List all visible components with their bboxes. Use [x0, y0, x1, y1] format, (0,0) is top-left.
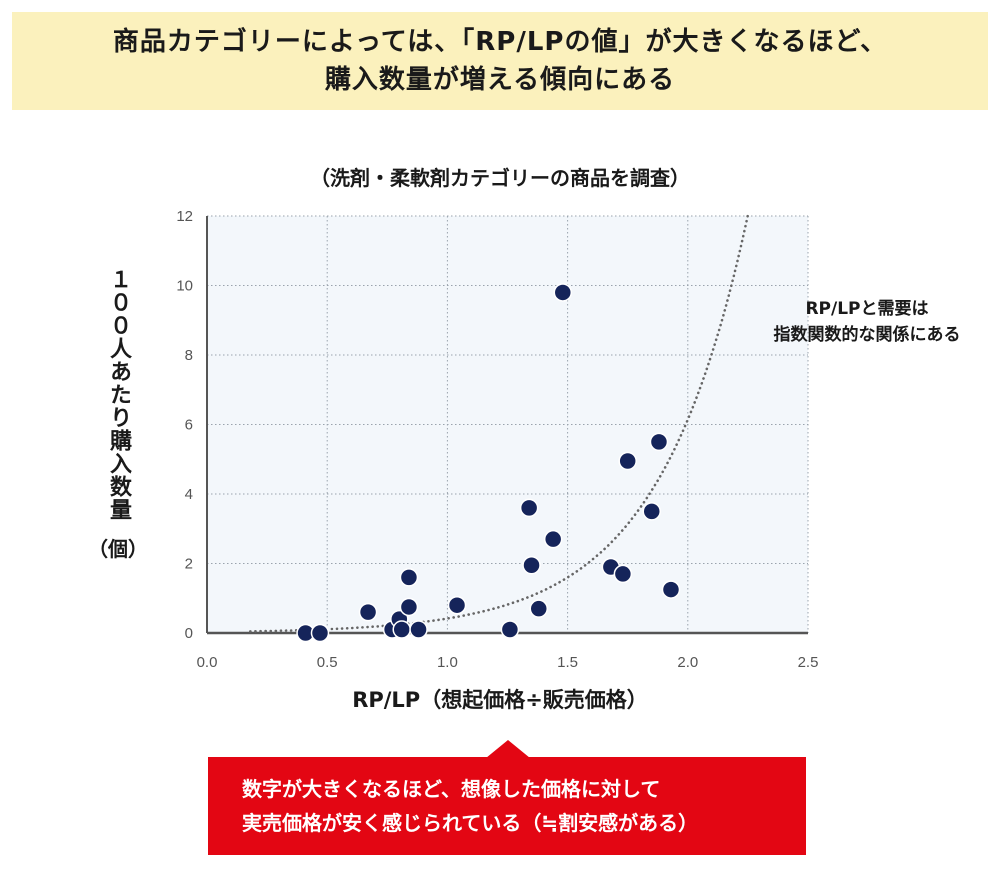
callout-line-1: 数字が大きくなるほど、想像した価格に対して	[242, 777, 661, 801]
explanation-callout: 数字が大きくなるほど、想像した価格に対して 実売価格が安く感じられている（≒割安…	[208, 757, 806, 855]
y-tick-label: 4	[185, 486, 193, 503]
data-point	[310, 623, 330, 643]
y-tick-label: 2	[185, 556, 193, 573]
headline-line-1: 商品カテゴリーによっては、「RP/LPの値」が大きくなるほど、	[112, 27, 888, 57]
data-point	[642, 502, 661, 521]
y-axis-unit: （個）	[88, 537, 148, 561]
data-point	[447, 595, 467, 615]
data-point	[399, 597, 419, 617]
data-point	[649, 432, 669, 452]
headline-banner: 商品カテゴリーによっては、「RP/LPの値」が大きくなるほど、 購入数量が増える…	[12, 12, 988, 110]
data-point	[358, 602, 378, 622]
callout-pointer	[486, 740, 530, 758]
y-tick-label: 12	[176, 208, 193, 225]
data-point	[618, 451, 637, 471]
x-tick-label: 1.5	[557, 654, 578, 671]
y-axis-label-group: １００人あたり購入数量 （個）	[88, 268, 148, 562]
trend-annotation-line-1: RP/LPと需要は	[805, 299, 929, 319]
y-tick-label: 6	[185, 417, 193, 434]
data-point	[613, 564, 633, 584]
data-point	[409, 620, 428, 639]
data-point	[529, 599, 549, 618]
chart-subtitle: （洗剤・柔軟剤カテゴリーの商品を調査）	[310, 166, 690, 190]
callout-line-2: 実売価格が安く感じられている（≒割安感がある）	[242, 811, 699, 835]
trend-annotation-line-2: 指数関数的な関係にある	[773, 325, 961, 345]
y-tick-label: 0	[185, 625, 193, 642]
data-point	[522, 555, 541, 575]
x-axis-label: RP/LP（想起価格÷販売価格）	[352, 688, 648, 712]
x-tick-label: 1.0	[437, 654, 458, 671]
x-tick-label: 0.5	[317, 654, 338, 671]
y-axis-label: １００人あたり購入数量	[106, 268, 131, 521]
data-point	[661, 580, 681, 599]
y-tick-label: 8	[185, 347, 193, 364]
data-point	[543, 529, 563, 549]
trend-curve	[249, 214, 749, 633]
data-point	[553, 283, 573, 302]
headline-line-2: 購入数量が増える傾向にある	[324, 65, 676, 95]
data-point	[399, 568, 419, 587]
data-point	[500, 620, 520, 639]
x-tick-label: 2.0	[677, 654, 698, 671]
trend-annotation: RP/LPと需要は 指数関数的な関係にある	[742, 296, 992, 348]
x-tick-label: 2.5	[798, 654, 819, 671]
data-point	[392, 620, 411, 639]
y-tick-label: 10	[176, 278, 193, 295]
data-point	[519, 498, 539, 518]
x-tick-label: 0.0	[197, 654, 218, 671]
